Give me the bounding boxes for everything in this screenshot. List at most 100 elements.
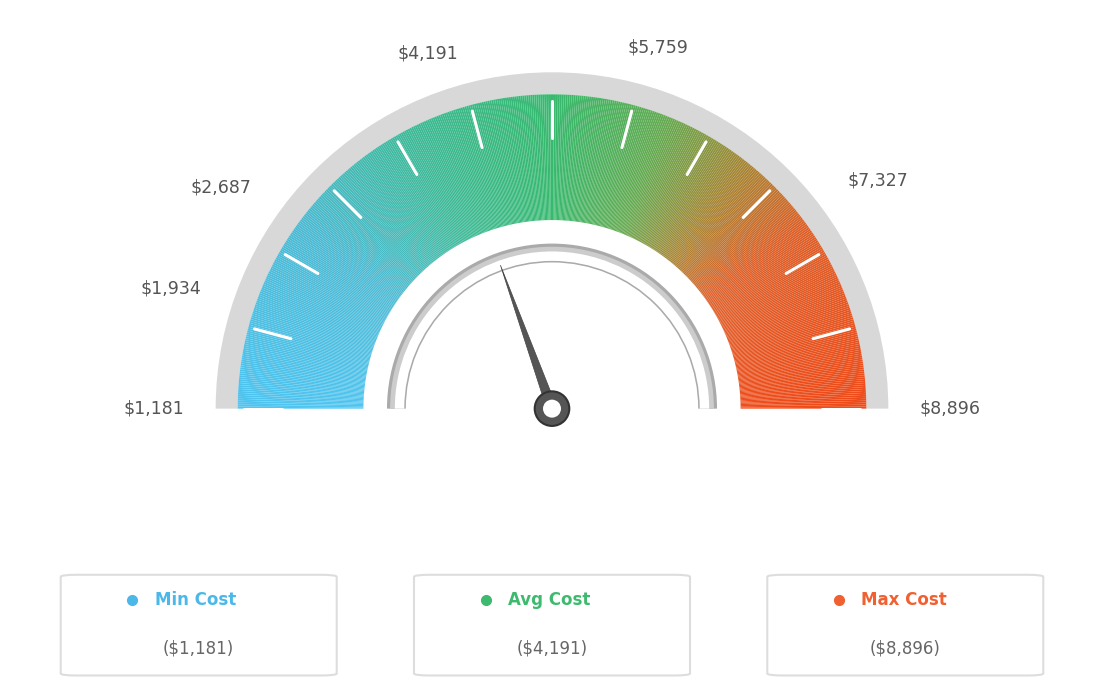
Wedge shape: [683, 184, 773, 275]
Wedge shape: [709, 234, 814, 304]
Wedge shape: [418, 124, 473, 238]
Wedge shape: [733, 319, 853, 356]
Wedge shape: [305, 213, 404, 292]
Wedge shape: [703, 221, 805, 297]
Wedge shape: [704, 224, 807, 299]
Wedge shape: [720, 264, 832, 323]
Wedge shape: [238, 393, 363, 400]
Wedge shape: [655, 146, 725, 251]
Wedge shape: [705, 227, 809, 301]
Wedge shape: [316, 199, 412, 284]
Wedge shape: [613, 111, 655, 230]
Wedge shape: [433, 117, 481, 234]
Wedge shape: [728, 293, 845, 340]
Wedge shape: [559, 95, 566, 220]
Wedge shape: [677, 173, 762, 268]
Wedge shape: [529, 95, 539, 221]
Wedge shape: [265, 278, 381, 332]
Wedge shape: [658, 148, 731, 253]
FancyBboxPatch shape: [61, 575, 337, 676]
Wedge shape: [277, 254, 388, 317]
Wedge shape: [734, 331, 857, 363]
Wedge shape: [457, 108, 496, 229]
Wedge shape: [238, 391, 363, 399]
Wedge shape: [319, 197, 413, 282]
Wedge shape: [647, 137, 712, 246]
Wedge shape: [263, 284, 379, 335]
Wedge shape: [729, 297, 847, 342]
Wedge shape: [435, 117, 482, 234]
Wedge shape: [723, 278, 839, 332]
Wedge shape: [495, 99, 519, 223]
Wedge shape: [544, 95, 549, 220]
Wedge shape: [380, 144, 450, 250]
Wedge shape: [731, 308, 850, 349]
Wedge shape: [692, 199, 788, 284]
Wedge shape: [638, 128, 697, 241]
Wedge shape: [604, 106, 639, 228]
Wedge shape: [254, 306, 374, 348]
Wedge shape: [502, 98, 523, 222]
Wedge shape: [240, 373, 364, 388]
Wedge shape: [420, 123, 474, 237]
Text: $1,181: $1,181: [124, 400, 184, 417]
Wedge shape: [299, 221, 401, 297]
Wedge shape: [370, 226, 734, 408]
Wedge shape: [590, 101, 617, 224]
Wedge shape: [729, 300, 848, 345]
Wedge shape: [587, 100, 613, 224]
Wedge shape: [247, 328, 370, 362]
Wedge shape: [635, 126, 691, 239]
Wedge shape: [670, 164, 751, 263]
Wedge shape: [728, 295, 846, 342]
Wedge shape: [662, 155, 739, 257]
Wedge shape: [244, 342, 368, 370]
Wedge shape: [256, 302, 374, 346]
Wedge shape: [397, 134, 460, 244]
Wedge shape: [725, 284, 841, 335]
Wedge shape: [580, 97, 599, 222]
Wedge shape: [530, 95, 540, 221]
Wedge shape: [246, 334, 369, 365]
Wedge shape: [266, 277, 381, 331]
Wedge shape: [272, 264, 384, 323]
Wedge shape: [654, 144, 724, 250]
Wedge shape: [612, 110, 652, 230]
Wedge shape: [463, 107, 499, 228]
Wedge shape: [712, 242, 819, 310]
Wedge shape: [701, 216, 802, 294]
Wedge shape: [741, 395, 867, 402]
Wedge shape: [350, 166, 432, 264]
Wedge shape: [251, 317, 372, 355]
Wedge shape: [328, 186, 418, 276]
Wedge shape: [455, 109, 495, 229]
Wedge shape: [237, 403, 363, 406]
Wedge shape: [267, 275, 381, 329]
Wedge shape: [238, 387, 364, 397]
Text: ($8,896): ($8,896): [870, 640, 941, 658]
Wedge shape: [312, 204, 408, 286]
Wedge shape: [713, 247, 822, 313]
Wedge shape: [714, 248, 824, 314]
Wedge shape: [692, 198, 786, 283]
Wedge shape: [237, 395, 363, 402]
Wedge shape: [241, 367, 365, 385]
Wedge shape: [275, 259, 386, 320]
FancyBboxPatch shape: [414, 575, 690, 676]
Wedge shape: [237, 399, 363, 404]
Wedge shape: [308, 208, 406, 289]
Wedge shape: [322, 192, 415, 279]
Wedge shape: [721, 268, 834, 325]
Wedge shape: [737, 355, 862, 378]
Wedge shape: [517, 96, 532, 221]
Wedge shape: [267, 273, 382, 328]
Wedge shape: [540, 95, 546, 220]
Wedge shape: [255, 304, 374, 347]
Wedge shape: [616, 113, 660, 232]
Wedge shape: [731, 310, 851, 351]
Wedge shape: [238, 389, 364, 398]
Wedge shape: [375, 148, 447, 253]
Wedge shape: [273, 262, 385, 322]
Wedge shape: [247, 331, 370, 363]
Wedge shape: [736, 344, 860, 371]
